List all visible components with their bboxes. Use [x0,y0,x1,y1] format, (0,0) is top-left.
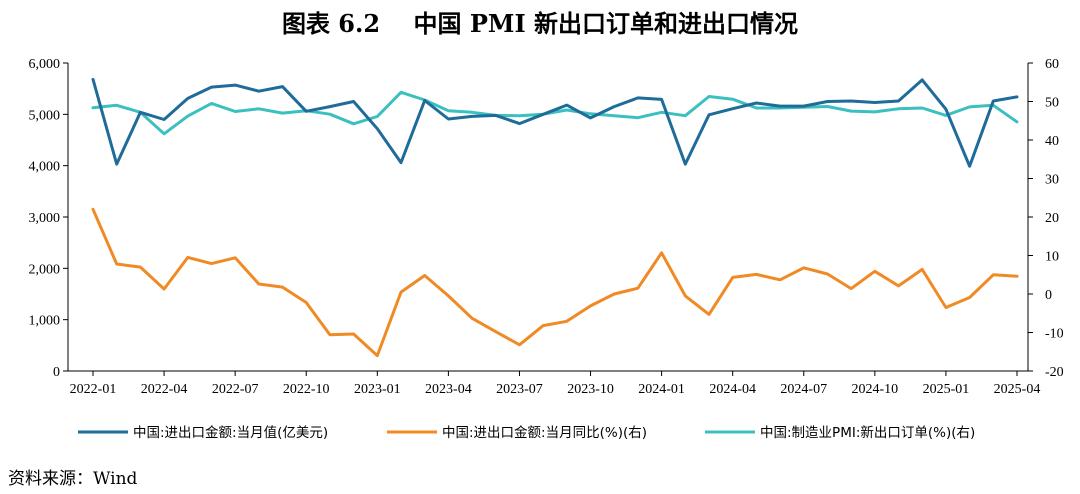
right-tick-label: 20 [1045,211,1059,226]
x-tick-label: 2023-04 [425,382,472,397]
right-tick-label: 60 [1045,57,1059,72]
left-tick-label: 2,000 [29,262,61,277]
right-axis-ticks: -20 -10 0 10 20 30 40 50 60 [1028,57,1064,380]
series-lines [91,77,1019,358]
left-tick-label: 3,000 [29,211,61,226]
series-line-1 [91,77,1019,168]
right-tick-label: 50 [1045,96,1059,111]
right-tick-label: 30 [1045,173,1059,188]
x-tick-label: 2024-07 [780,382,827,397]
x-tick-label: 2025-01 [923,382,970,397]
x-tick-label: 2024-01 [638,382,685,397]
x-tick-label: 2022-01 [70,382,117,397]
series-line-3 [91,90,1019,136]
x-axis-ticks: 2022-01 2022-04 2022-07 2022-10 2023-01 2023-… [70,371,1041,397]
x-tick-label: 2025-04 [994,382,1041,397]
right-tick-label: 40 [1045,134,1059,149]
source-note: 资料来源：Wind [8,469,138,489]
right-tick-label: -20 [1045,365,1064,380]
series-line-2 [91,207,1019,358]
x-tick-label: 2022-07 [212,382,259,397]
x-tick-label: 2022-10 [283,382,330,397]
x-tick-label: 2022-04 [141,382,188,397]
right-tick-label: 0 [1045,288,1052,303]
left-tick-label: 5,000 [29,108,61,123]
left-axis-ticks: 0 1,000 2,000 3,000 4,000 5,000 6,000 [29,57,68,380]
x-tick-label: 2024-04 [709,382,756,397]
legend: 中国:进出口金额:当月值(亿美元) 中国:进出口金额:当月同比(%)(右) 中国:制… [78,425,975,441]
x-tick-label: 2024-10 [852,382,899,397]
left-tick-label: 0 [53,365,60,380]
left-tick-label: 1,000 [29,314,61,329]
left-tick-label: 4,000 [29,160,61,175]
x-tick-label: 2023-07 [496,382,543,397]
chart-title: 图表 6.2 中国 PMI 新出口订单和进出口情况 [281,9,799,38]
right-tick-label: -10 [1045,327,1064,342]
legend-label-2: 中国:进出口金额:当月同比(%)(右) [442,425,647,441]
x-tick-label: 2023-01 [354,382,401,397]
right-tick-label: 10 [1045,250,1059,265]
x-tick-label: 2023-10 [567,382,614,397]
legend-label-1: 中国:进出口金额:当月值(亿美元) [133,425,328,441]
legend-label-3: 中国:制造业PMI:新出口订单(%)(右) [760,425,975,441]
left-tick-label: 6,000 [29,57,61,72]
